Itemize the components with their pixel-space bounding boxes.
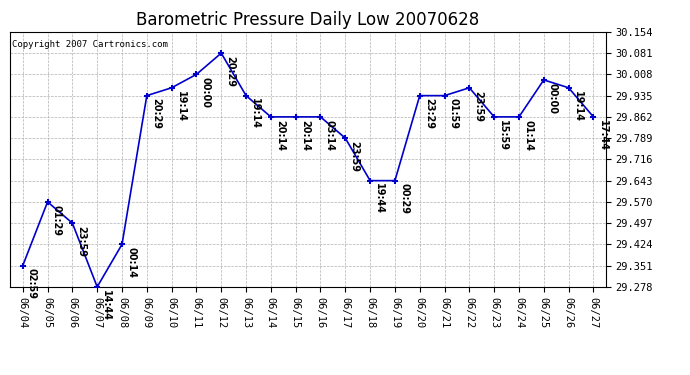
Text: 00:29: 00:29: [399, 183, 409, 214]
Text: 19:14: 19:14: [573, 90, 583, 122]
Text: 14:44: 14:44: [101, 290, 111, 321]
Text: 02:59: 02:59: [27, 268, 37, 299]
Text: 01:59: 01:59: [448, 98, 459, 129]
Text: 01:14: 01:14: [523, 120, 533, 151]
Text: 23:59: 23:59: [349, 141, 359, 172]
Text: 19:44: 19:44: [374, 183, 384, 214]
Text: 15:59: 15:59: [498, 120, 509, 151]
Text: 00:00: 00:00: [201, 77, 210, 108]
Text: 20:14: 20:14: [275, 120, 285, 151]
Text: 01:29: 01:29: [52, 205, 61, 236]
Text: 17:44: 17:44: [598, 120, 608, 151]
Text: 03:14: 03:14: [325, 120, 335, 151]
Text: 23:29: 23:29: [424, 98, 434, 129]
Text: Copyright 2007 Cartronics.com: Copyright 2007 Cartronics.com: [12, 39, 168, 48]
Text: 00:14: 00:14: [126, 247, 136, 278]
Title: Barometric Pressure Daily Low 20070628: Barometric Pressure Daily Low 20070628: [137, 11, 480, 29]
Text: 00:00: 00:00: [548, 82, 558, 114]
Text: 20:29: 20:29: [226, 56, 235, 87]
Text: 23:59: 23:59: [77, 226, 86, 257]
Text: 19:14: 19:14: [176, 90, 186, 122]
Text: 23:59: 23:59: [473, 90, 484, 122]
Text: 20:14: 20:14: [300, 120, 310, 151]
Text: 20:29: 20:29: [151, 98, 161, 129]
Text: 19:14: 19:14: [250, 98, 260, 129]
